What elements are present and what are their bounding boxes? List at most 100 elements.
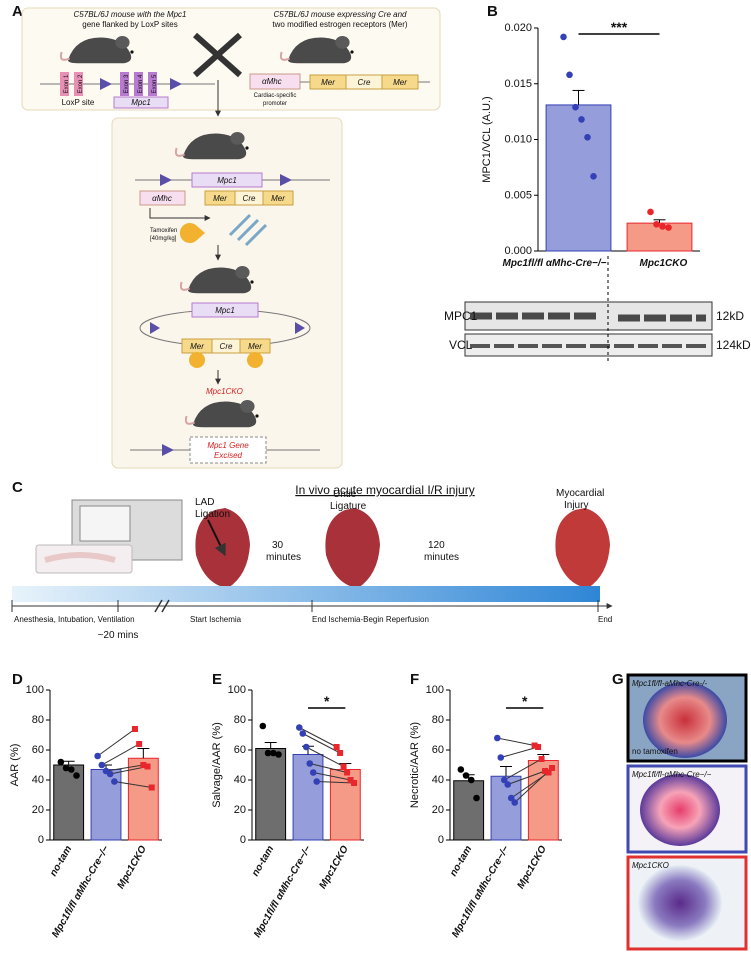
mouse [44, 552, 116, 563]
pair-line [313, 772, 351, 781]
point [665, 224, 672, 231]
y-tick-label: 0.005 [504, 189, 532, 201]
point [504, 781, 512, 788]
gene-label: Mpc1 [217, 176, 237, 185]
point [98, 761, 106, 769]
exon [60, 72, 69, 96]
point [269, 749, 277, 757]
surgery-pad [35, 544, 133, 574]
loxp-site [162, 444, 174, 456]
caption: gene flanked by LoxP sites [82, 20, 177, 29]
point [309, 769, 317, 776]
promoter-box [139, 190, 186, 206]
y-tick-label: 100 [426, 684, 444, 696]
label: 120 [428, 540, 445, 551]
x-tick-label: Mpc1CKO [318, 844, 352, 891]
y-tick-label: 20 [432, 804, 444, 816]
arrow [207, 519, 226, 557]
label: αMhc [262, 77, 282, 86]
timeline-bar [12, 586, 600, 602]
panel-label: A [12, 3, 23, 20]
point [590, 172, 597, 180]
label: Mpc1CKO [206, 387, 243, 396]
point [560, 33, 567, 41]
point [653, 220, 660, 228]
point [275, 751, 282, 758]
label: Ligature [330, 501, 367, 512]
point [302, 743, 310, 751]
point [351, 780, 358, 786]
label: Ligation [195, 509, 230, 520]
blot-band [470, 312, 706, 322]
label: Mer [321, 78, 335, 87]
label: End [598, 615, 612, 624]
y-axis-title: Salvage/AAR (%) [211, 722, 223, 808]
caption: C57BL/6J mouse with the Mpc1 [74, 10, 187, 19]
blot-label: VCL [449, 338, 473, 352]
pair-line [309, 763, 348, 773]
y-tick-label: 60 [432, 744, 444, 756]
panel-label: G [612, 671, 624, 688]
label: Cre [358, 78, 371, 87]
y-tick-label: 40 [234, 774, 246, 786]
y-axis-title: MPC1/VCL (A.U.) [481, 96, 493, 182]
point [111, 778, 118, 785]
tamoxifen-icon [189, 352, 205, 368]
label: Mer [213, 194, 227, 203]
point [457, 766, 465, 773]
y-tick-label: 40 [432, 774, 444, 786]
significance-label: * [522, 693, 528, 709]
y-tick-label: 100 [228, 684, 246, 696]
blot-strip [464, 333, 713, 357]
point [538, 756, 545, 762]
label: Start Ischemia [190, 615, 242, 624]
label: promoter [263, 101, 287, 107]
label: Cre [243, 194, 256, 203]
point [647, 208, 654, 216]
pair-line [507, 770, 546, 785]
point [62, 764, 70, 772]
panel-c: In vivo acute myocardial I/R injury LAD … [11, 483, 613, 641]
point [578, 116, 585, 123]
pair-line [97, 728, 136, 757]
bar [545, 104, 612, 252]
label: minutes [424, 552, 459, 563]
point [148, 784, 155, 791]
label: Injury [564, 500, 588, 511]
pair-line [114, 781, 152, 788]
blot-size: 124kD [716, 338, 751, 352]
exon-label: Exon 5 [152, 74, 158, 93]
point [94, 752, 101, 760]
label: LoxP site [62, 98, 95, 107]
heart-section [638, 865, 722, 941]
exon [148, 72, 157, 96]
y-tick-label: 0 [38, 834, 44, 846]
point [136, 741, 143, 747]
point [131, 726, 138, 732]
tamoxifen-icon [179, 223, 205, 243]
point [462, 772, 470, 779]
ventilator [79, 505, 131, 542]
label: Excised [214, 451, 243, 460]
label: Myocardial [556, 488, 604, 499]
point [106, 770, 114, 778]
pair-line [299, 727, 337, 748]
point [572, 103, 579, 111]
x-tick-label: Mpc1CKO [640, 258, 688, 269]
bar [255, 748, 287, 841]
y-tick-label: 60 [32, 744, 44, 756]
label: Cardiac-specific [254, 93, 297, 99]
gene-box [191, 172, 263, 188]
gene-box [113, 96, 169, 109]
point [511, 799, 519, 806]
label: Mer [393, 78, 407, 87]
bar [127, 757, 159, 841]
panel-a: C57BL/6J mouse with the Mpc1 gene flanke… [21, 7, 441, 469]
point [140, 762, 147, 768]
point [545, 769, 552, 776]
label: Mer [248, 342, 262, 351]
point [306, 760, 314, 767]
bar [292, 754, 324, 841]
x-tick-label: Mpc1CKO [516, 844, 550, 891]
arrow [149, 208, 211, 221]
